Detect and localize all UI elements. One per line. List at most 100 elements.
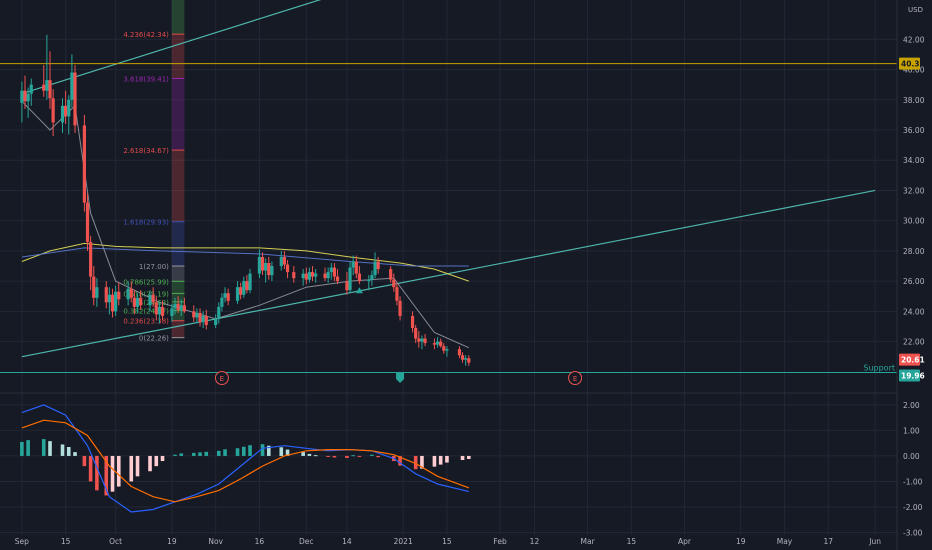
candle[interactable] (457, 346, 462, 359)
candle[interactable] (389, 266, 393, 283)
candle[interactable] (314, 269, 318, 283)
candle[interactable] (439, 338, 443, 348)
earnings-marker-icon[interactable] (568, 371, 583, 385)
candle[interactable] (282, 250, 287, 270)
candle[interactable] (248, 269, 252, 294)
candle[interactable] (242, 276, 246, 298)
candle[interactable] (85, 193, 90, 251)
candle[interactable] (414, 324, 418, 344)
macd-axis[interactable]: 2.00 1.00 0.00 -1.00 -2.00 -3.00 (903, 401, 923, 538)
candle[interactable] (354, 255, 358, 279)
candle[interactable] (301, 269, 305, 286)
candle[interactable] (170, 303, 174, 322)
candle[interactable] (264, 258, 268, 283)
candle[interactable] (235, 281, 240, 304)
candle[interactable] (29, 78, 33, 106)
candle[interactable] (192, 305, 196, 322)
candle[interactable] (257, 249, 262, 279)
candle[interactable] (304, 267, 308, 285)
candle[interactable] (214, 314, 218, 329)
candle[interactable] (467, 355, 471, 366)
candle[interactable] (267, 256, 271, 280)
candle[interactable] (73, 64, 77, 134)
candle[interactable] (176, 296, 180, 313)
candle[interactable] (42, 64, 46, 97)
candle[interactable] (95, 278, 99, 307)
candle[interactable] (67, 95, 71, 135)
candle[interactable] (420, 335, 424, 350)
candle[interactable] (226, 288, 230, 306)
candle[interactable] (198, 308, 202, 327)
candle[interactable] (104, 281, 108, 309)
candle[interactable] (107, 287, 111, 315)
candle[interactable] (151, 287, 155, 307)
candle[interactable] (139, 290, 143, 310)
candle[interactable] (329, 263, 333, 280)
candle[interactable] (348, 261, 352, 294)
candle[interactable] (373, 252, 377, 279)
candle[interactable] (432, 338, 437, 350)
candle[interactable] (92, 266, 96, 306)
earnings-marker-icon[interactable] (214, 371, 229, 385)
candle[interactable] (292, 266, 296, 283)
candle[interactable] (310, 266, 315, 282)
candle[interactable] (367, 275, 371, 291)
candle[interactable] (445, 346, 449, 357)
candle[interactable] (26, 87, 30, 118)
candle[interactable] (357, 266, 362, 285)
time-axis[interactable]: Sep 15 Oct 19 Nov 16 Dec 14 2021 15 Feb 12 Mar 15 Apr 1… (15, 537, 881, 546)
candle[interactable] (351, 255, 355, 276)
candle[interactable] (345, 272, 349, 295)
candle[interactable] (464, 355, 468, 366)
candle[interactable] (126, 281, 130, 306)
candle[interactable] (323, 267, 327, 282)
trend-line-upper-channel[interactable] (21, 0, 578, 95)
candle[interactable] (204, 309, 208, 330)
candle[interactable] (117, 282, 121, 306)
candle[interactable] (135, 293, 140, 313)
candle[interactable] (442, 343, 446, 354)
candle[interactable] (20, 81, 24, 123)
candle[interactable] (114, 285, 118, 316)
candle[interactable] (260, 252, 265, 276)
candle[interactable] (395, 282, 399, 306)
candle[interactable] (173, 297, 177, 315)
dividend-marker-icon[interactable] (396, 373, 405, 383)
candle[interactable] (48, 51, 52, 109)
candle[interactable] (435, 337, 440, 348)
candle[interactable] (423, 334, 427, 347)
candle[interactable] (223, 287, 227, 303)
candle[interactable] (326, 267, 330, 283)
candle[interactable] (179, 299, 183, 316)
candle[interactable] (245, 275, 249, 294)
price-axis[interactable]: 42.00 40.00 38.00 36.00 34.00 32.00 30.00 28.00… (899, 35, 925, 382)
candle[interactable] (285, 259, 290, 279)
candle[interactable] (23, 75, 27, 109)
candle[interactable] (370, 270, 374, 286)
candle[interactable] (270, 261, 274, 282)
candlesticks[interactable] (20, 34, 471, 366)
candle[interactable] (398, 296, 402, 321)
candle[interactable] (51, 89, 55, 137)
candle[interactable] (132, 290, 136, 315)
candle[interactable] (160, 300, 165, 321)
candle[interactable] (376, 256, 380, 274)
candle[interactable] (217, 302, 221, 324)
candle[interactable] (129, 281, 133, 303)
candle[interactable] (60, 98, 65, 134)
candle[interactable] (417, 331, 421, 348)
candle[interactable] (64, 90, 68, 124)
candle[interactable] (89, 235, 93, 291)
candle[interactable] (154, 296, 158, 321)
candle[interactable] (335, 269, 340, 285)
candle[interactable] (410, 311, 415, 333)
signal-triangle-icon[interactable] (355, 287, 363, 294)
candle[interactable] (392, 273, 396, 292)
candle[interactable] (279, 250, 283, 271)
candle[interactable] (110, 288, 115, 318)
candle[interactable] (70, 54, 74, 108)
candle[interactable] (157, 302, 161, 324)
candle[interactable] (45, 34, 49, 100)
